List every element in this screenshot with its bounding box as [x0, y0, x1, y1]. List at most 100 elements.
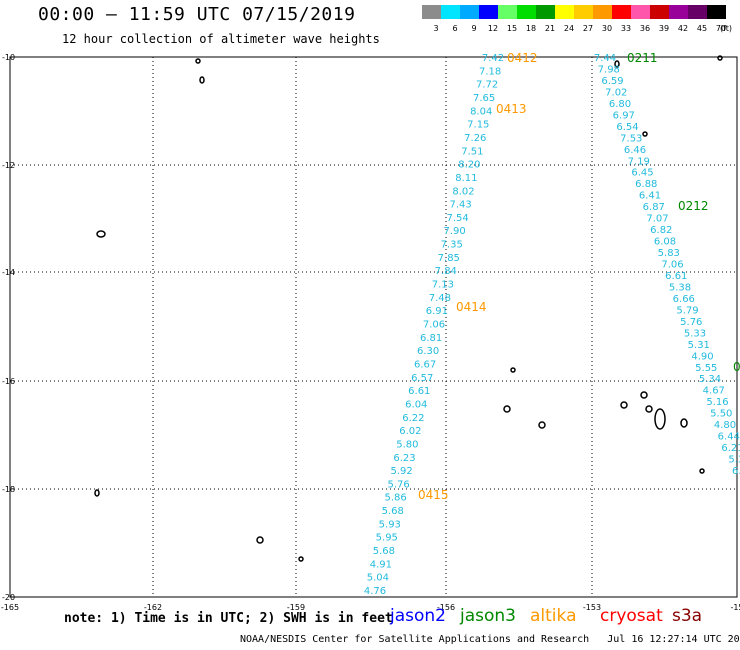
legend-swatch: [650, 5, 669, 19]
lat-tick-label: -20: [2, 593, 15, 602]
swh-value-label: 7.18: [479, 66, 501, 77]
pass-id-label: 0412: [507, 51, 538, 65]
swh-value-label: 6.82: [650, 225, 672, 236]
swh-value-label: 5.31: [688, 340, 710, 351]
swh-value-label: 5.79: [676, 305, 698, 316]
swh-value-label: 5.83: [658, 248, 680, 259]
legend-label: 3: [433, 24, 438, 33]
pass-id-label: 0211: [627, 51, 658, 65]
swh-value-label: 4.90: [691, 351, 713, 362]
satellite-label-altika: altika: [530, 606, 577, 626]
swh-value-label: 5.3: [728, 455, 740, 466]
legend-label: 9: [471, 24, 476, 33]
legend-swatch: [441, 5, 460, 19]
legend-label: 24: [564, 24, 574, 33]
swh-value-label: 7.98: [598, 65, 620, 76]
swh-value-label: 6.91: [426, 306, 448, 317]
legend-swatch: [707, 5, 726, 19]
swh-value-label: 6.46: [624, 145, 646, 156]
island-outline: [256, 536, 264, 544]
swh-value-label: 5.38: [669, 282, 691, 293]
swh-value-label: 8.11: [455, 173, 477, 184]
legend-label: 15: [507, 24, 517, 33]
lat-tick-label: -16: [2, 377, 15, 386]
pass-id-label: 0: [733, 360, 740, 374]
legend-label: 39: [659, 24, 669, 33]
island-outline: [640, 391, 648, 399]
swh-value-label: 5.50: [710, 409, 732, 420]
swh-value-label: 6.59: [601, 76, 623, 87]
swh-value-label: 6.41: [639, 191, 661, 202]
pass-id-label: 0415: [418, 488, 449, 502]
legend-swatch: [498, 5, 517, 19]
island-outline: [298, 556, 304, 562]
swh-value-label: 7.07: [646, 214, 668, 225]
legend-label: 45: [697, 24, 707, 33]
island-outline: [538, 421, 546, 429]
swh-value-label: 6.88: [635, 179, 657, 190]
swh-value-label: 7.53: [620, 133, 642, 144]
swh-value-label: 6.22: [402, 413, 424, 424]
island-outline: [620, 401, 628, 409]
island-outline: [614, 60, 620, 68]
legend-swatch: [555, 5, 574, 19]
legend-label: 30: [602, 24, 612, 33]
swh-value-label: 5.33: [684, 328, 706, 339]
legend-unit: (ft): [720, 24, 732, 33]
lon-tick-label: -165: [1, 603, 19, 612]
swh-value-label: 6.21: [721, 443, 740, 454]
island-outline: [195, 58, 201, 64]
swh-value-label: 5.76: [387, 479, 409, 490]
swh-value-label: 6.02: [399, 426, 421, 437]
swh-value-label: 7.02: [605, 87, 627, 98]
swh-value-label: 7.06: [661, 260, 683, 271]
island-outline: [642, 131, 648, 137]
swh-value-label: 7.35: [441, 240, 463, 251]
swh-value-label: 6.61: [665, 271, 687, 282]
satellite-label-cryosat: cryosat: [600, 606, 663, 626]
swh-value-label: 5.76: [680, 317, 702, 328]
island-outline: [503, 405, 511, 413]
swh-value-label: 4.80: [714, 420, 736, 431]
legend-swatch: [574, 5, 593, 19]
swh-value-label: 7.13: [432, 280, 454, 291]
swh-value-label: 7.26: [464, 133, 486, 144]
island-outline: [94, 489, 100, 497]
pass-id-label: 0413: [496, 102, 527, 116]
legend-label: 12: [488, 24, 498, 33]
satellite-label-jason2: jason2: [390, 606, 446, 626]
swh-value-label: 5.68: [382, 506, 404, 517]
swh-value-label: 4.67: [703, 386, 725, 397]
legend-label: 18: [526, 24, 536, 33]
swh-value-label: 6.67: [414, 360, 436, 371]
island-outline: [699, 468, 705, 474]
legend-label: 6: [452, 24, 457, 33]
lat-tick-label: -18: [2, 485, 15, 494]
page-subtitle: 12 hour collection of altimeter wave hei…: [62, 32, 380, 46]
swh-value-label: 7.48: [429, 293, 451, 304]
legend-swatch: [422, 5, 441, 19]
swh-value-label: 6.1: [732, 466, 740, 477]
pass-id-label: 0212: [678, 199, 709, 213]
swh-value-label: 5.68: [373, 546, 395, 557]
lon-tick-label: -159: [287, 603, 305, 612]
swh-value-label: 5.93: [379, 519, 401, 530]
lon-tick-label: -153: [583, 603, 601, 612]
pass-id-label: 0414: [456, 300, 487, 314]
lon-tick-label: -156: [437, 603, 455, 612]
island-outline: [510, 367, 516, 373]
legend-swatch: [688, 5, 707, 19]
swh-value-label: 6.57: [411, 373, 433, 384]
legend-swatch: [460, 5, 479, 19]
map-frame: [9, 56, 738, 598]
swh-value-label: 6.80: [609, 99, 631, 110]
legend-swatch: [517, 5, 536, 19]
legend-label: 21: [545, 24, 555, 33]
lat-tick-label: -14: [2, 268, 15, 277]
swh-value-label: 8.04: [470, 106, 492, 117]
swh-value-label: 5.80: [396, 439, 418, 450]
color-legend: 3 6 9 12 15 18 21 24 27 30 33 36 39 42 45 70(ft): [422, 5, 732, 33]
swh-value-label: 5.92: [390, 466, 412, 477]
swh-value-label: 6.30: [417, 346, 439, 357]
swh-value-label: 7.19: [628, 156, 650, 167]
